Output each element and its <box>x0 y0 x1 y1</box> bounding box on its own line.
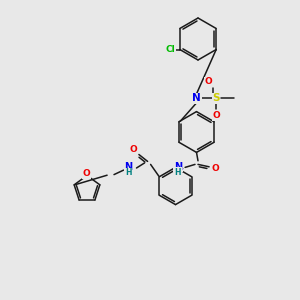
Text: O: O <box>130 145 137 154</box>
Text: S: S <box>212 93 220 103</box>
Text: N: N <box>174 162 182 172</box>
Text: O: O <box>213 111 220 120</box>
Text: N: N <box>124 162 133 172</box>
Text: N: N <box>192 93 201 103</box>
Text: Cl: Cl <box>165 45 175 54</box>
Text: H: H <box>175 168 181 177</box>
Text: O: O <box>211 164 219 173</box>
Text: H: H <box>125 168 132 177</box>
Text: O: O <box>82 169 90 178</box>
Text: O: O <box>205 77 212 86</box>
